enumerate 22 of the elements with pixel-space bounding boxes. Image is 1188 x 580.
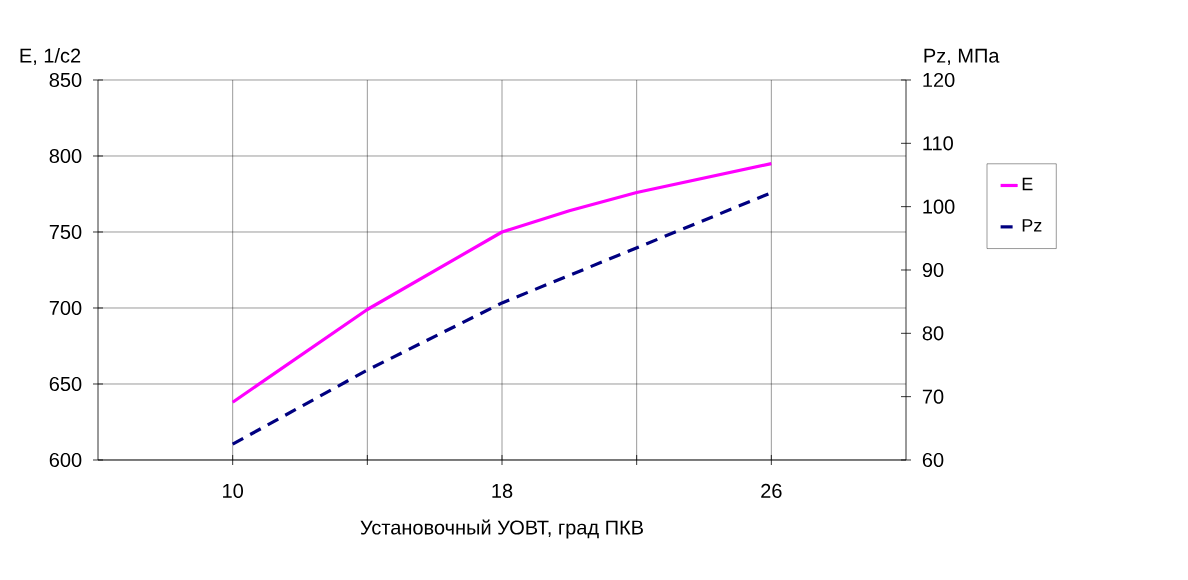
line-series <box>231 161 773 404</box>
y2-tick-label: 110 <box>923 136 953 151</box>
legend-label: E <box>1022 177 1033 191</box>
legend-label: Pz <box>1022 219 1042 232</box>
y-tick-label: 750 <box>49 224 82 240</box>
y2-tick-label: 90 <box>922 262 944 278</box>
y-tick-label: 850 <box>49 72 82 88</box>
y2-tick-label: 120 <box>923 72 955 88</box>
y2-tick-label: 100 <box>923 199 955 214</box>
x-axis-title: Установочный УОВТ, град ПКВ <box>360 519 643 539</box>
y2-axis-title: Pz, МПа <box>924 48 1000 66</box>
y-tick-label: 650 <box>49 376 82 392</box>
y2-tick-label: 80 <box>922 326 944 341</box>
y-tick-label: 800 <box>49 148 82 164</box>
y2-tick-label: 70 <box>922 389 944 404</box>
x-tick-label: 10 <box>223 483 244 499</box>
x-tick-label: 26 <box>761 483 782 499</box>
y-tick-label: 600 <box>49 452 82 468</box>
y2-tick-label: 60 <box>922 452 944 468</box>
y-axis-title: E, 1/c2 <box>20 48 81 66</box>
y-tick-label: 700 <box>49 300 82 316</box>
x-tick-label: 18 <box>492 483 513 499</box>
